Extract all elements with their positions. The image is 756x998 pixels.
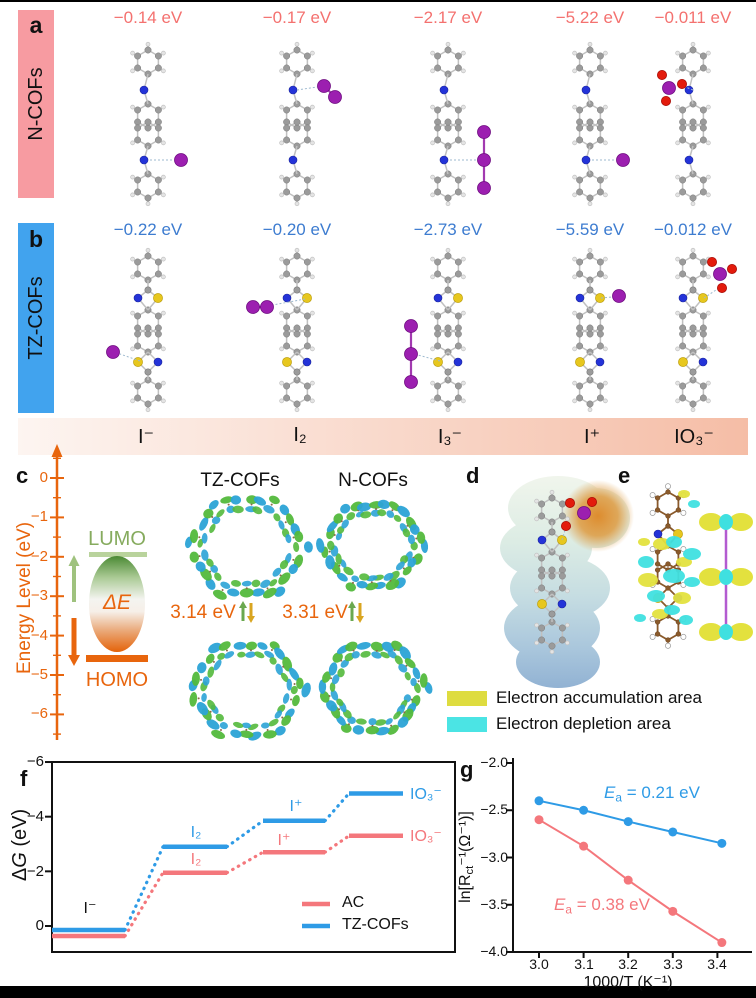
g-xtick-label: 3.2 xyxy=(618,956,638,972)
g-xlabel: 1000/T (K⁻¹) xyxy=(583,974,673,991)
molecule-tzcofs-i-plus xyxy=(572,247,626,413)
molecule-tzcofs-i2 xyxy=(246,247,315,413)
g-ytick-label: −2.0 xyxy=(480,754,508,770)
depletion-swatch xyxy=(447,717,487,732)
f-ytick-label: −2 xyxy=(26,863,44,880)
panel-g-label: g xyxy=(460,757,474,782)
energy-tick-label: −6 xyxy=(30,705,48,722)
orbital-homo-tzcofs xyxy=(188,641,311,741)
energy-tick-label: −1 xyxy=(30,508,48,525)
f-stage-label-iminus: I⁻ xyxy=(83,900,97,917)
orbital-lumo-ncofs xyxy=(316,499,429,592)
figure-bottom-bar xyxy=(0,986,756,998)
molecule-tzcofs-i3-minus xyxy=(404,247,466,413)
accumulation-legend-label: Electron accumulation area xyxy=(496,688,703,707)
panel-d-label: d xyxy=(466,463,480,488)
energy-tick-label: −5 xyxy=(30,666,48,683)
orbital-title-tzcofs: TZ-COFs xyxy=(200,470,280,491)
g-ytick-label: −4.0 xyxy=(480,943,508,959)
f-stage-label-io3-ac: IO₃⁻ xyxy=(410,828,442,845)
binding-energy-value: −0.20 eV xyxy=(262,220,332,239)
species-label: IO₃⁻ xyxy=(674,426,714,448)
delta-e-label: ΔE xyxy=(102,591,132,614)
species-label: I⁺ xyxy=(583,426,601,448)
molecule-ncofs-i2 xyxy=(279,41,342,207)
homo-label: HOMO xyxy=(85,669,149,691)
binding-energy-value: −2.73 eV xyxy=(413,220,483,239)
band-gap-value: 3.14 eV xyxy=(170,602,236,623)
binding-energy-value: −0.22 eV xyxy=(113,220,183,239)
f-ytick-label: −4 xyxy=(26,808,44,825)
binding-energy-value: −5.22 eV xyxy=(555,8,625,27)
figure-top-border xyxy=(0,0,756,2)
species-label: I⁻ xyxy=(137,426,155,448)
molecule-ncofs-i3-minus xyxy=(430,41,491,207)
g-xtick-label: 3.1 xyxy=(574,956,594,972)
f-ytick-label: −6 xyxy=(26,753,44,770)
binding-energy-value: −0.011 eV xyxy=(654,8,732,27)
molecule-tzcofs-io3-minus xyxy=(675,247,738,413)
f-ytick-label: 0 xyxy=(35,917,44,934)
i3-charge-lobes xyxy=(699,513,753,641)
f-legend-tzcofs-label: TZ-COFs xyxy=(342,916,409,933)
energy-tick-label: −3 xyxy=(30,587,48,604)
panel-e-label: e xyxy=(618,463,631,488)
f-stage-label-io3-tz: IO₃⁻ xyxy=(410,786,442,803)
activation-energy-ac: Ea = 0.38 eV xyxy=(554,895,650,917)
panel-f-label: f xyxy=(20,766,28,791)
panel-c-label: c xyxy=(16,463,29,488)
binding-energy-value: −5.59 eV xyxy=(555,220,625,239)
f-stage-label-iplus-ac: I⁺ xyxy=(277,832,291,849)
free-energy-chart xyxy=(45,761,456,953)
charge-density-difference xyxy=(634,483,701,649)
f-stage-label-i2-tz: I₂ xyxy=(190,824,202,841)
panel-b-label: b xyxy=(28,226,44,252)
energy-tick-label: 0 xyxy=(39,469,48,486)
molecule-ncofs-i-minus xyxy=(130,41,188,207)
depletion-legend-label: Electron depletion area xyxy=(496,714,671,733)
lumo-label: LUMO xyxy=(88,528,146,550)
orbital-lumo-tzcofs xyxy=(185,495,313,600)
molecule-tzcofs-i-minus xyxy=(106,247,166,413)
panel-a-label: a xyxy=(29,12,43,38)
binding-energy-value: −0.14 eV xyxy=(113,8,183,27)
esp-surface xyxy=(500,476,634,688)
energy-tick-label: −4 xyxy=(30,627,48,644)
g-xtick-label: 3.0 xyxy=(529,956,549,972)
panel-b-bar xyxy=(18,223,54,413)
molecule-ncofs-io3-minus xyxy=(657,41,711,207)
g-xtick-label: 3.4 xyxy=(707,956,727,972)
orbital-homo-ncofs xyxy=(318,640,433,736)
binding-energy-value: −0.012 eV xyxy=(654,220,732,239)
f-stage-label-iplus-tz: I⁺ xyxy=(289,798,303,815)
f-stage-label-i2-ac: I₂ xyxy=(190,851,202,868)
g-xtick-label: 3.3 xyxy=(663,956,683,972)
panel-a-bar xyxy=(18,10,54,198)
molecule-ncofs-i-plus xyxy=(572,41,630,207)
arrhenius-chart xyxy=(506,758,752,958)
g-ytick-label: −3.5 xyxy=(480,896,508,912)
f-legend-ac-label: AC xyxy=(342,894,365,911)
energy-tick-label: −2 xyxy=(30,548,48,565)
panel-a-row-label: N-COFs xyxy=(25,67,47,141)
orbital-title-ncofs: N-COFs xyxy=(338,470,408,491)
g-ytick-label: −3.0 xyxy=(480,849,508,865)
binding-energy-value: −2.17 eV xyxy=(413,8,483,27)
f-ylabel: ΔG (eV) xyxy=(9,808,31,882)
g-ytick-label: −2.5 xyxy=(480,801,508,817)
species-label: I₃⁻ xyxy=(437,426,463,448)
species-label: I₂ xyxy=(293,424,307,446)
energy-level-diagram xyxy=(50,444,364,740)
species-strip xyxy=(18,418,748,455)
activation-energy-tzcofs: Ea = 0.21 eV xyxy=(604,783,700,805)
binding-energy-value: −0.17 eV xyxy=(262,8,332,27)
accumulation-swatch xyxy=(447,691,487,706)
panel-b-row-label: TZ-COFs xyxy=(25,276,47,360)
band-gap-value: 3.31 eV xyxy=(282,602,348,623)
